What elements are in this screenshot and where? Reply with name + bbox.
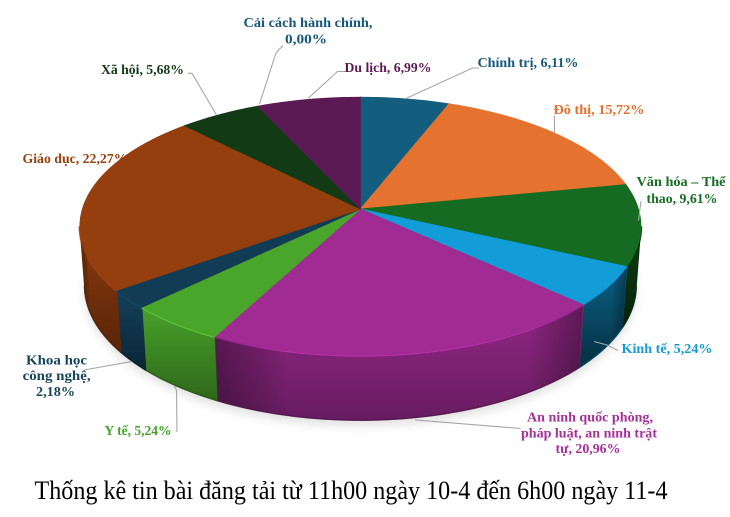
svg-text:Xã hội, 5,68%: Xã hội, 5,68%: [101, 63, 184, 78]
svg-text:Đô thị, 15,72%: Đô thị, 15,72%: [554, 103, 645, 118]
svg-text:0,00%: 0,00%: [285, 33, 327, 48]
svg-text:pháp luật, an ninh trật: pháp luật, an ninh trật: [521, 427, 657, 442]
svg-text:Chính trị, 6,11%: Chính trị, 6,11%: [478, 56, 579, 71]
svg-text:Kinh tế, 5,24%: Kinh tế, 5,24%: [622, 342, 713, 357]
svg-text:Giáo dục, 22,27%: Giáo dục, 22,27%: [23, 152, 128, 167]
svg-text:An ninh quốc phòng,: An ninh quốc phòng,: [527, 411, 653, 426]
svg-text:Cải cách hành chính,: Cải cách hành chính,: [244, 16, 373, 31]
svg-text:Khoa học: Khoa học: [26, 354, 87, 369]
svg-text:Văn hóa – Thể: Văn hóa – Thể: [637, 175, 727, 190]
svg-text:Y tế, 5,24%: Y tế, 5,24%: [105, 424, 172, 439]
svg-text:2,18%: 2,18%: [36, 385, 75, 400]
svg-text:Thống kê tin bài đăng tải từ 1: Thống kê tin bài đăng tải từ 11h00 ngày …: [35, 475, 668, 505]
svg-text:thao, 9,61%: thao, 9,61%: [647, 192, 718, 207]
svg-text:tự, 20,96%: tự, 20,96%: [556, 442, 621, 457]
svg-text:công nghệ,: công nghệ,: [23, 369, 91, 384]
svg-text:Du lịch, 6,99%: Du lịch, 6,99%: [345, 61, 432, 76]
